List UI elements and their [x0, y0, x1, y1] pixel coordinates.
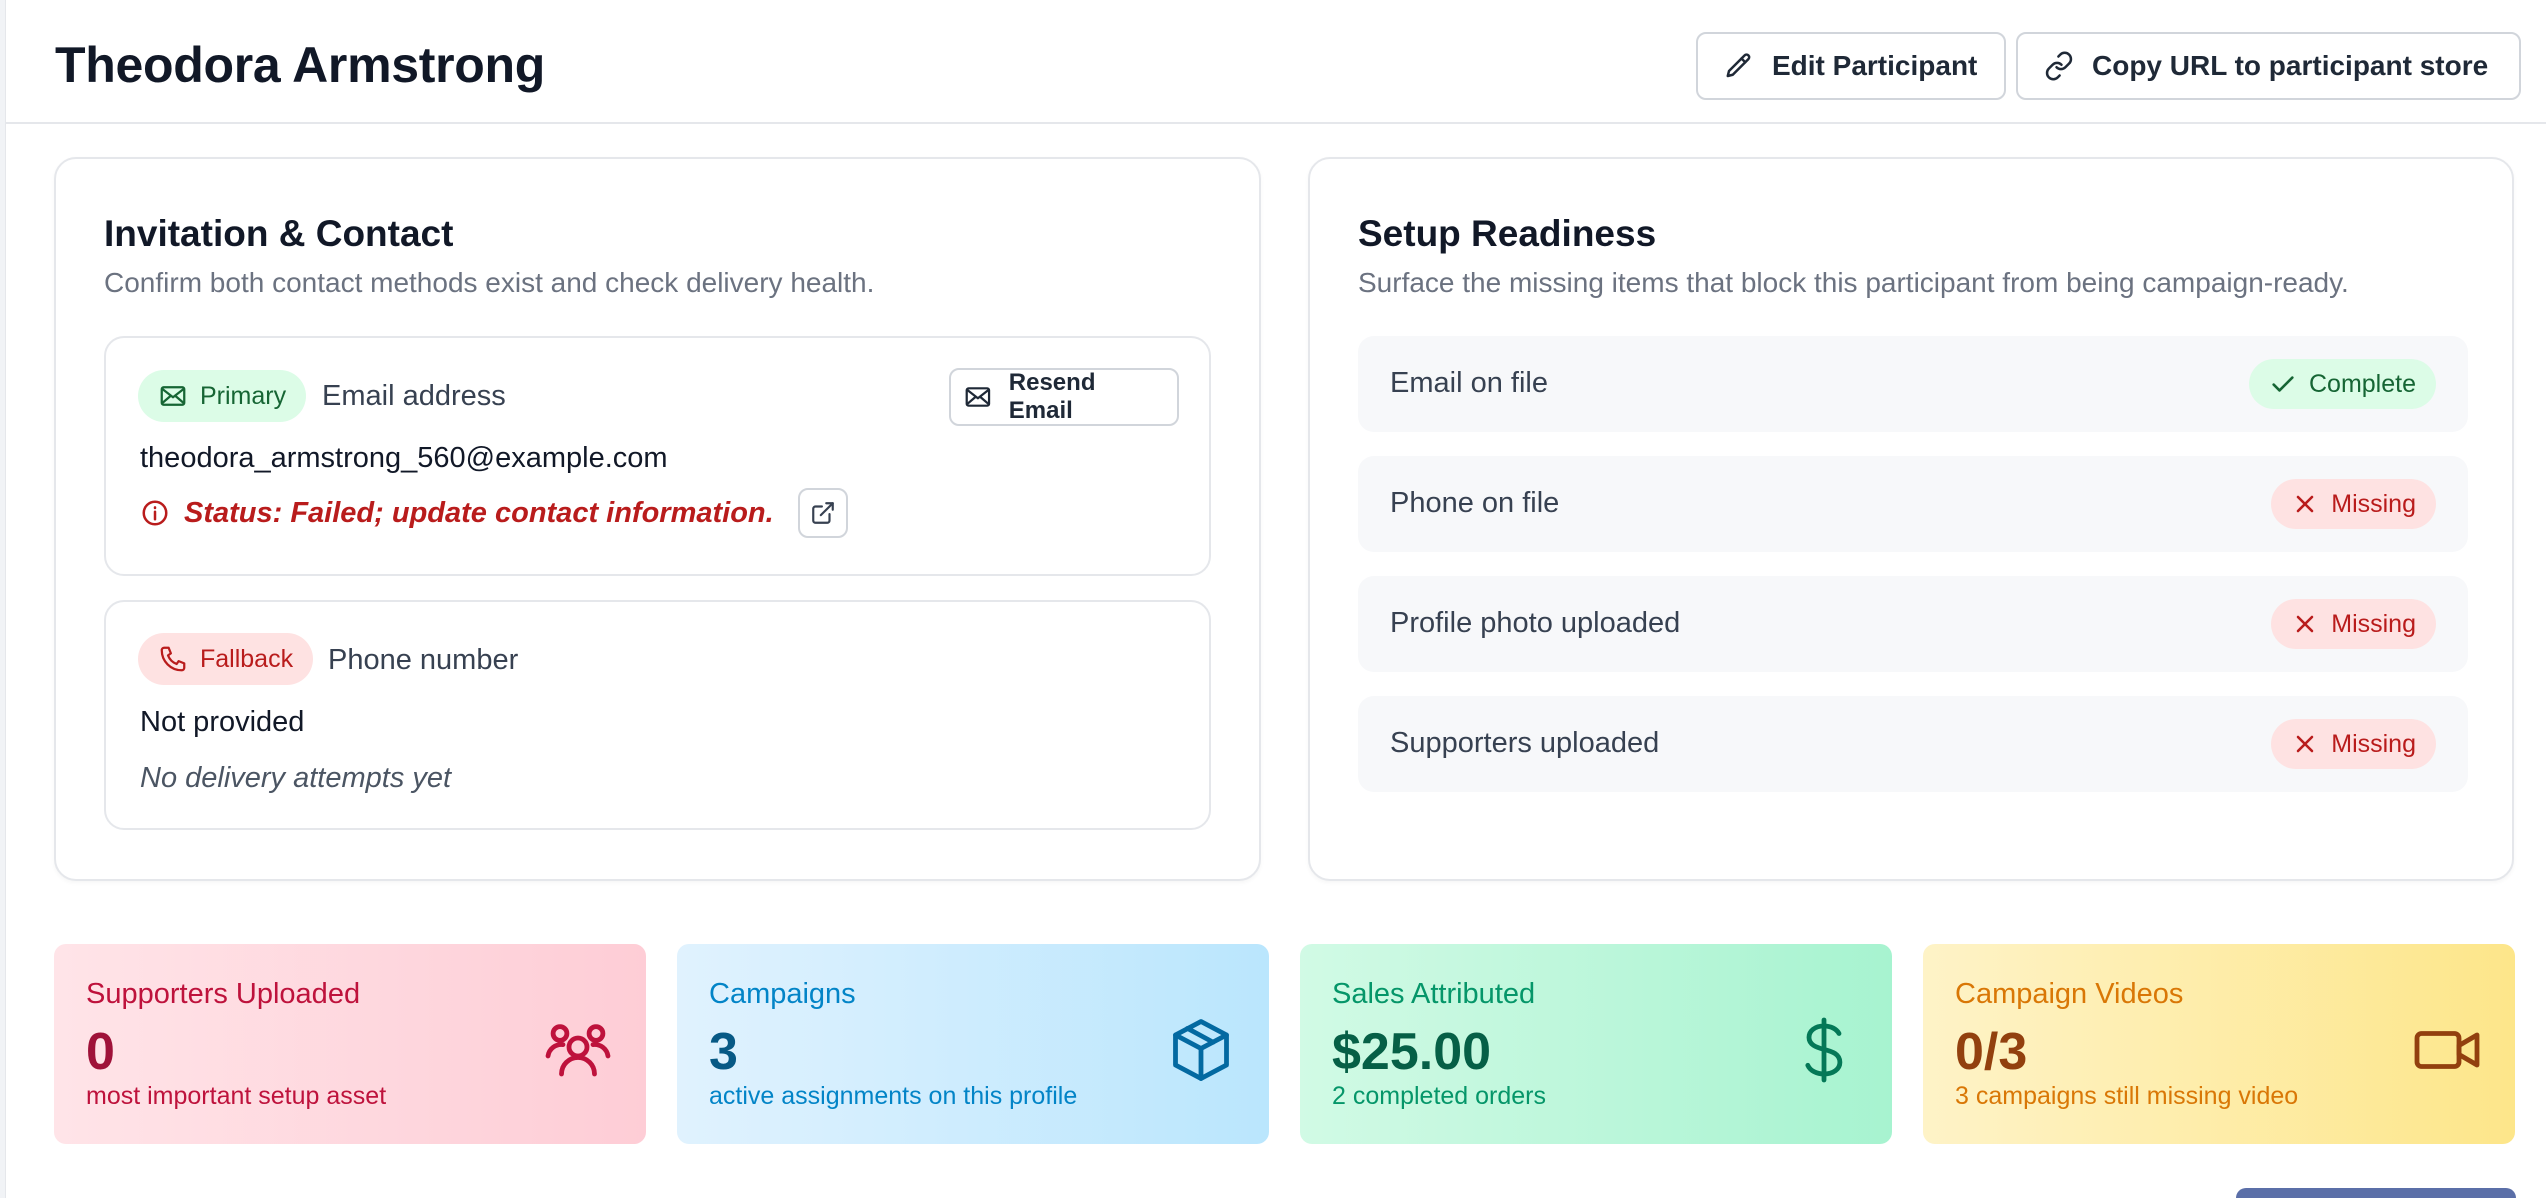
edit-participant-label: Edit Participant: [1772, 50, 1978, 81]
stat-label: Campaigns: [709, 978, 856, 1010]
status-badge: Missing: [2271, 479, 2436, 529]
stat-footnote: most important setup asset: [86, 1082, 387, 1110]
primary-badge: Primary: [138, 370, 307, 422]
box-icon: [1173, 1019, 1229, 1081]
stat-value: 0/3: [1955, 1023, 2028, 1081]
copy-url-button[interactable]: Copy URL to participant store: [2016, 32, 2521, 100]
stat-value: 3: [709, 1023, 738, 1081]
fallback-badge-label: Fallback: [200, 644, 294, 673]
stat-footnote: 3 campaigns still missing video: [1955, 1082, 2299, 1110]
primary-badge-label: Primary: [200, 381, 287, 410]
bottom-action-button[interactable]: [2236, 1188, 2516, 1198]
delivery-note: No delivery attempts yet: [140, 762, 452, 794]
stat-campaigns: Campaigns 3 active assignments on this p…: [677, 944, 1269, 1144]
edit-participant-button[interactable]: Edit Participant: [1696, 32, 2006, 100]
readiness-row-photo: Profile photo uploaded Missing: [1358, 576, 2468, 672]
stat-footnote: active assignments on this profile: [709, 1082, 1078, 1110]
status-badge-label: Missing: [2331, 489, 2416, 518]
resend-email-label: Resend Email: [1008, 369, 1096, 424]
card-title: Setup Readiness: [1358, 213, 1657, 254]
stat-supporters-uploaded: Supporters Uploaded 0 most important set…: [54, 944, 646, 1144]
readiness-label: Phone on file: [1390, 487, 1560, 519]
users-icon: [545, 1024, 611, 1077]
status-badge-label: Complete: [2309, 369, 2416, 398]
mail-icon: [965, 387, 991, 407]
card-title: Invitation & Contact: [104, 213, 454, 254]
stat-label: Supporters Uploaded: [86, 978, 361, 1010]
readiness-label: Email on file: [1390, 367, 1548, 399]
phone-number-label: Phone number: [328, 644, 519, 676]
video-camera-icon: [2414, 1031, 2480, 1069]
phone-icon: [160, 646, 186, 672]
stat-sales-attributed: Sales Attributed $25.00 2 completed orde…: [1300, 944, 1892, 1144]
mail-icon: [160, 386, 186, 406]
dollar-icon: [1805, 1017, 1843, 1083]
stat-label: Sales Attributed: [1332, 978, 1536, 1010]
status-badge-label: Missing: [2331, 609, 2416, 638]
info-circle-icon: [142, 500, 168, 526]
invitation-contact-card: Invitation & Contact Confirm both contac…: [54, 157, 1261, 881]
readiness-row-supporters: Supporters uploaded Missing: [1358, 696, 2468, 792]
email-address-label: Email address: [322, 380, 506, 412]
stat-value: 0: [86, 1023, 115, 1081]
phone-contact-box: Fallback Phone number Not provided No de…: [104, 600, 1211, 830]
check-icon: [2272, 376, 2294, 392]
open-external-button[interactable]: [797, 488, 848, 538]
stat-footnote: 2 completed orders: [1332, 1082, 1547, 1110]
x-icon: [2296, 615, 2314, 633]
resend-email-button[interactable]: Resend Email: [949, 368, 1179, 426]
email-status-row: Status: Failed; update contact informati…: [140, 488, 848, 538]
status-badge: Complete: [2249, 359, 2436, 409]
readiness-label: Profile photo uploaded: [1390, 607, 1681, 639]
page-title: Theodora Armstrong: [55, 37, 545, 93]
x-icon: [2296, 495, 2314, 513]
card-subtitle: Surface the missing items that block thi…: [1358, 267, 2349, 298]
readiness-row-phone: Phone on file Missing: [1358, 456, 2468, 552]
setup-readiness-card: Setup Readiness Surface the missing item…: [1308, 157, 2514, 881]
x-icon: [2296, 735, 2314, 753]
readiness-label: Supporters uploaded: [1390, 727, 1660, 759]
email-value: theodora_armstrong_560@example.com: [140, 442, 668, 474]
email-contact-box: Primary Email address Resend Email theod…: [104, 336, 1211, 576]
link-icon: [2045, 51, 2073, 81]
status-badge-label: Missing: [2331, 729, 2416, 758]
stat-label: Campaign Videos: [1955, 978, 2184, 1010]
email-status-text: Status: Failed; update contact informati…: [184, 496, 774, 529]
status-badge: Missing: [2271, 599, 2436, 649]
pencil-icon: [1726, 53, 1751, 78]
left-rail: [0, 0, 6, 1198]
copy-url-label: Copy URL to participant store: [2092, 50, 2489, 81]
external-link-icon: [811, 502, 834, 524]
stat-value: $25.00: [1332, 1023, 1492, 1081]
readiness-row-email: Email on file Complete: [1358, 336, 2468, 432]
fallback-badge: Fallback: [138, 633, 314, 685]
page-header: Theodora Armstrong Edit Participant Copy…: [6, 0, 2546, 124]
status-badge: Missing: [2271, 719, 2436, 769]
card-subtitle: Confirm both contact methods exist and c…: [104, 267, 875, 298]
stat-campaign-videos: Campaign Videos 0/3 3 campaigns still mi…: [1923, 944, 2515, 1144]
phone-value: Not provided: [140, 706, 305, 738]
